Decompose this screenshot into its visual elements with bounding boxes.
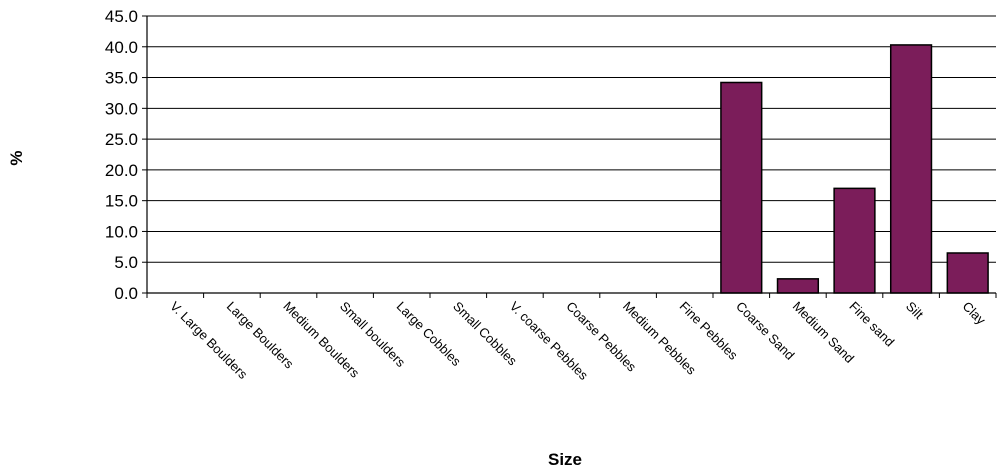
y-tick-label: 10.0 (105, 222, 138, 241)
y-tick-label: 20.0 (105, 161, 138, 180)
bar (946, 252, 989, 294)
x-tick-label: Silt (903, 299, 927, 323)
y-tick-label: 45.0 (105, 7, 138, 26)
x-axis-title: Size (548, 450, 582, 469)
y-tick-label: 5.0 (114, 253, 138, 272)
gridlines (147, 15, 996, 263)
x-tick-label: Coarse Sand (733, 299, 797, 363)
axes (142, 15, 997, 298)
x-tick-label: Fine sand (846, 299, 897, 350)
y-tick-label: 35.0 (105, 69, 138, 88)
y-axis-title: % (7, 150, 26, 165)
y-tick-label: 0.0 (114, 284, 138, 303)
x-tick-label: Clay (960, 299, 989, 328)
y-tick-label: 25.0 (105, 130, 138, 149)
bar (833, 187, 876, 294)
y-tick-label: 40.0 (105, 38, 138, 57)
y-tick-label: 30.0 (105, 99, 138, 118)
y-axis-tick-labels: 0.0 5.0 10.0 15.0 20.0 25.0 30.0 35.0 40.0 45.0 (105, 7, 138, 303)
bar (720, 81, 763, 294)
bars (720, 44, 989, 294)
bar (776, 278, 820, 294)
bar (889, 44, 933, 294)
y-tick-label: 15.0 (105, 192, 138, 211)
